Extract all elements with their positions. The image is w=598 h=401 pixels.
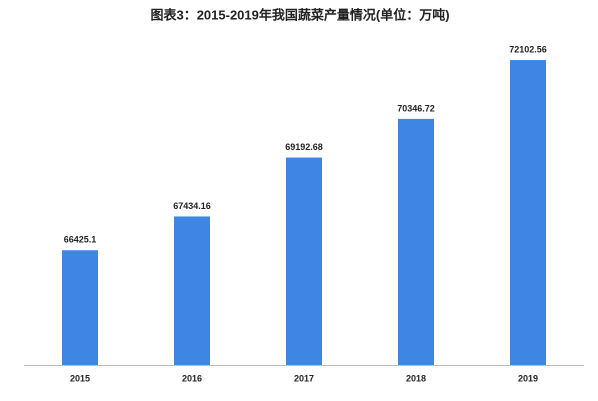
value-label: 67434.16 <box>173 201 211 211</box>
value-label: 70346.72 <box>397 103 435 113</box>
bar <box>510 60 546 365</box>
x-tick-label: 2016 <box>182 373 202 383</box>
value-label: 72102.56 <box>509 44 547 54</box>
value-label: 66425.1 <box>64 235 97 245</box>
bar <box>62 250 98 365</box>
bar <box>398 118 434 365</box>
bar <box>174 216 210 365</box>
x-tick-label: 2015 <box>70 373 90 383</box>
bar <box>286 157 322 365</box>
x-tick-label: 2018 <box>406 373 426 383</box>
value-label: 69192.68 <box>285 142 323 152</box>
x-tick-label: 2019 <box>518 373 538 383</box>
chart-title: 图表3：2015-2019年我国蔬菜产量情况(单位：万吨) <box>150 7 449 22</box>
x-tick-label: 2017 <box>294 373 314 383</box>
